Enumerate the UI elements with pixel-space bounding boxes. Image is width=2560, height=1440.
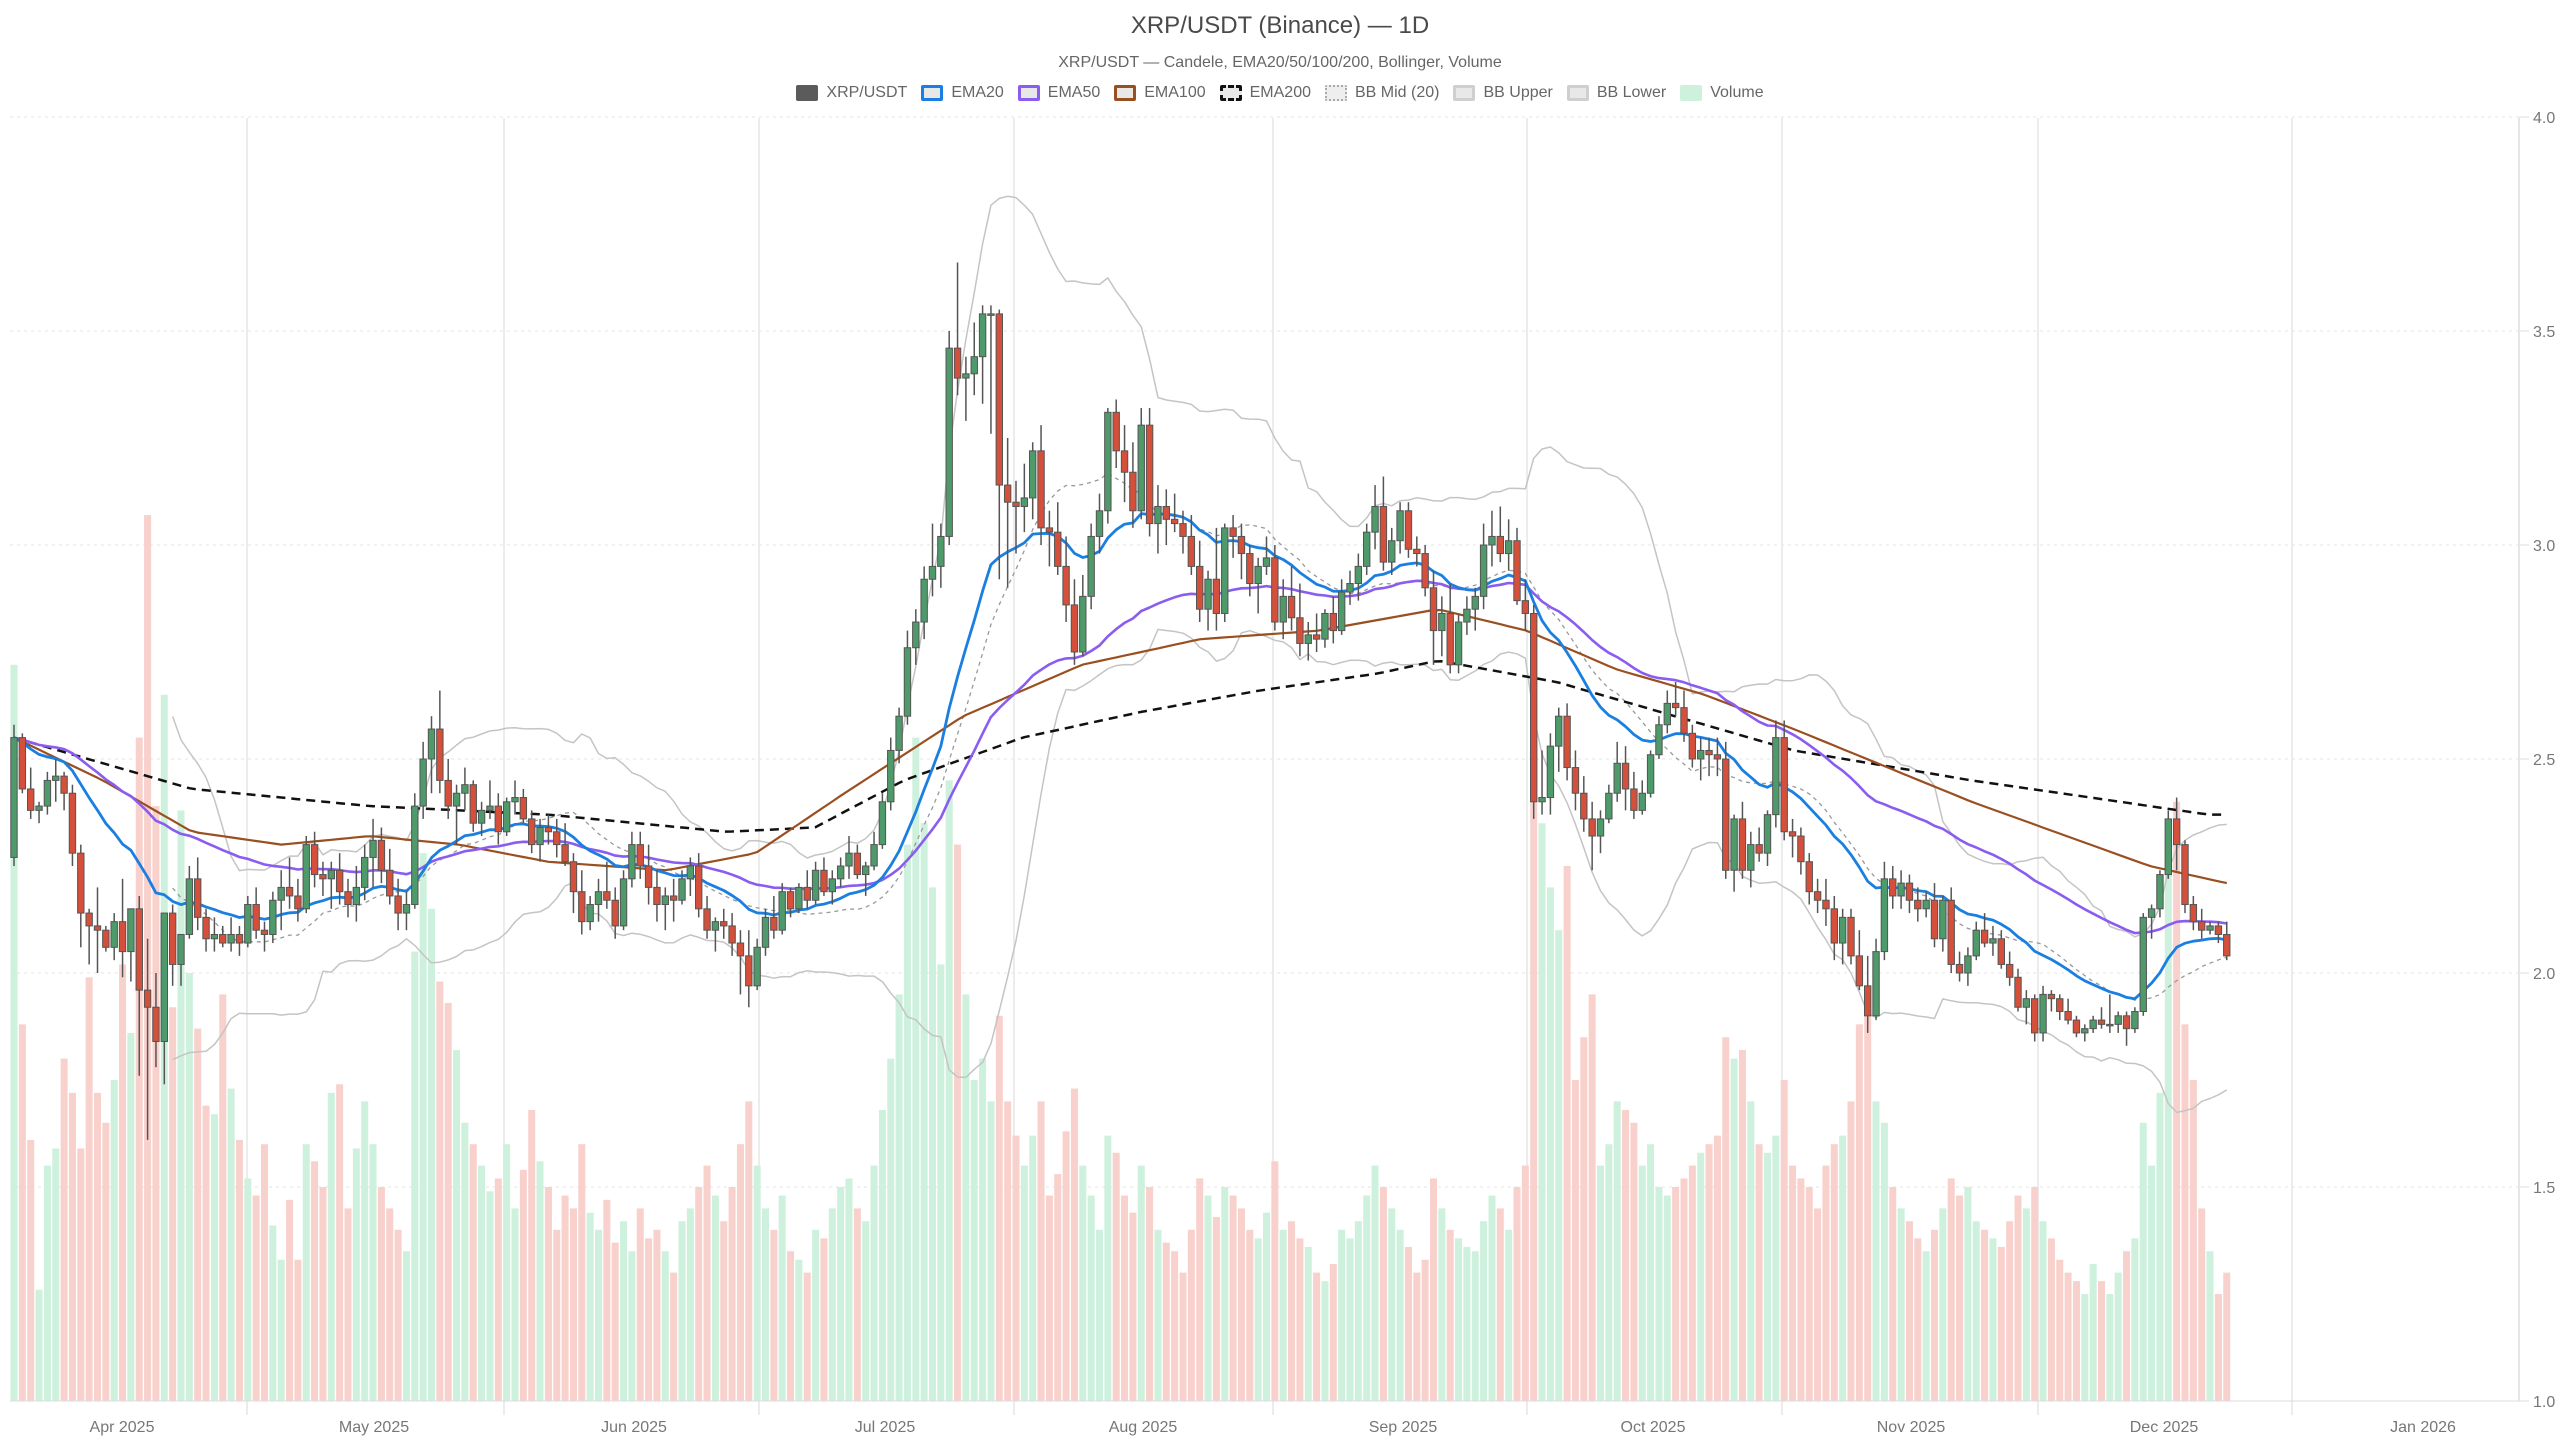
chart-subtitle: XRP/USDT — Candele, EMA20/50/100/200, Bo… (1058, 54, 1502, 71)
svg-text:2.0: 2.0 (2533, 966, 2555, 983)
svg-text:Aug 2025: Aug 2025 (1109, 1419, 1178, 1436)
axes: 1.0 1.5 2.0 2.5 3.0 3.5 4.0 Apr 2025 May 2025 Jun… (10, 110, 2555, 1436)
svg-text:Jun 2025: Jun 2025 (601, 1419, 667, 1436)
legend-label: EMA200 (1249, 84, 1311, 101)
legend-item-xrpusdt[interactable]: XRP/USDT (796, 84, 907, 102)
line-swatch-icon (921, 85, 944, 101)
svg-text:Jan 2026: Jan 2026 (2390, 1419, 2456, 1436)
candlestick-icon (796, 85, 819, 101)
legend-label: EMA50 (1047, 84, 1101, 101)
legend-item-ema100[interactable]: EMA100 (1114, 84, 1206, 102)
svg-text:1.5: 1.5 (2533, 1180, 2555, 1197)
legend-item-bb-upper[interactable]: BB Upper (1453, 84, 1553, 102)
svg-text:4.0: 4.0 (2533, 110, 2555, 127)
legend-item-bb-mid[interactable]: BB Mid (20) (1325, 84, 1439, 102)
svg-text:1.0: 1.0 (2533, 1394, 2555, 1411)
svg-text:May 2025: May 2025 (339, 1419, 409, 1436)
line-swatch-icon (1017, 85, 1040, 101)
legend-label: EMA100 (1144, 84, 1206, 101)
legend-item-ema50[interactable]: EMA50 (1017, 84, 1101, 102)
svg-text:2.5: 2.5 (2533, 752, 2555, 769)
svg-text:Oct 2025: Oct 2025 (1621, 1419, 1686, 1436)
line-swatch-icon (1566, 85, 1589, 101)
svg-text:Dec 2025: Dec 2025 (2130, 1419, 2199, 1436)
line-swatch-icon (1114, 85, 1137, 101)
legend-label: XRP/USDT (826, 84, 908, 101)
legend-item-ema200[interactable]: EMA200 (1219, 84, 1311, 102)
legend-label: Volume (1710, 84, 1764, 101)
svg-text:3.0: 3.0 (2533, 538, 2555, 555)
svg-text:Jul 2025: Jul 2025 (855, 1419, 916, 1436)
legend-item-volume[interactable]: Volume (1680, 84, 1764, 102)
dotted-line-swatch-icon (1325, 85, 1347, 101)
dashed-line-swatch-icon (1219, 85, 1242, 101)
legend-item-bb-lower[interactable]: BB Lower (1566, 84, 1667, 102)
bar-swatch-icon (1680, 85, 1703, 101)
legend-label: EMA20 (951, 84, 1004, 101)
bollinger-bands (171, 195, 2228, 1114)
legend: XRP/USDT EMA20 EMA50 EMA100 EMA200 BB Mi… (0, 84, 2560, 102)
legend-label: BB Upper (1483, 84, 1553, 101)
candles (10, 262, 2231, 1140)
line-swatch-icon (1453, 85, 1476, 101)
volume-bars (10, 515, 2231, 1401)
chart-title: XRP/USDT (Binance) — 1D (1130, 12, 1430, 39)
svg-text:Apr 2025: Apr 2025 (90, 1419, 155, 1436)
svg-text:Nov 2025: Nov 2025 (1877, 1419, 1946, 1436)
legend-label: BB Lower (1596, 84, 1667, 101)
legend-label: BB Mid (20) (1355, 84, 1440, 101)
legend-item-ema20[interactable]: EMA20 (921, 84, 1004, 102)
ema-lines (13, 512, 2228, 1001)
svg-text:Sep 2025: Sep 2025 (1369, 1419, 1438, 1436)
svg-text:3.5: 3.5 (2533, 324, 2555, 341)
